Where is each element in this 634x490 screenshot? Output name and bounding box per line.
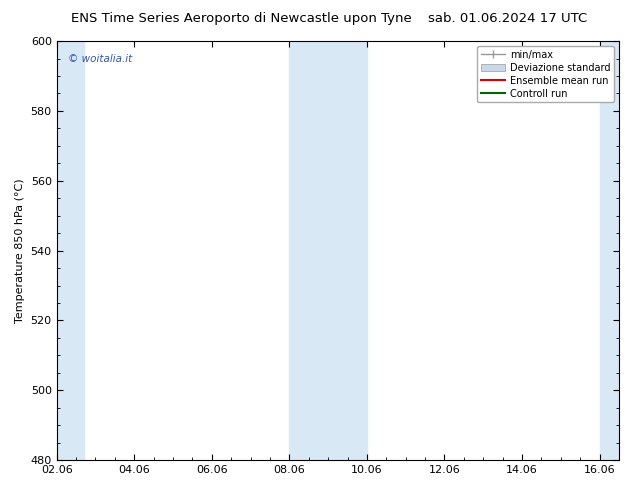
Y-axis label: Temperature 850 hPa (°C): Temperature 850 hPa (°C)	[15, 178, 25, 323]
Bar	[289, 41, 367, 460]
Bar	[600, 41, 627, 460]
Legend: min/max, Deviazione standard, Ensemble mean run, Controll run: min/max, Deviazione standard, Ensemble m…	[477, 46, 614, 102]
Text: © woitalia.it: © woitalia.it	[68, 53, 132, 64]
Text: ENS Time Series Aeroporto di Newcastle upon Tyne: ENS Time Series Aeroporto di Newcastle u…	[70, 12, 411, 25]
Text: sab. 01.06.2024 17 UTC: sab. 01.06.2024 17 UTC	[427, 12, 587, 25]
Bar	[56, 41, 84, 460]
